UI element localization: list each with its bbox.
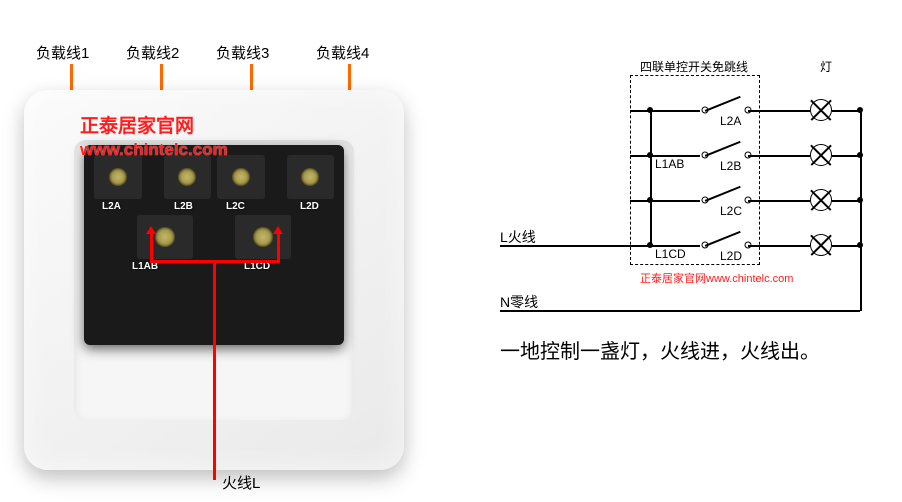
terminal-l2a <box>94 155 142 199</box>
sw-row-0-lbl: L2A <box>720 114 741 128</box>
terminal-l2b <box>164 155 212 199</box>
label-fire-L: 火线L <box>222 472 260 493</box>
sw-row-2-toLamp <box>748 200 810 202</box>
red-wire-head2 <box>273 226 283 234</box>
n-line-label: N零线 <box>500 292 538 312</box>
sw-row-1-toLamp <box>748 155 810 157</box>
sw-row-2-toPivot <box>650 200 700 202</box>
lamp-0-toN <box>832 110 860 112</box>
term-lbl-l2d: L2D <box>300 201 319 212</box>
sw-row-2-lbl: L2C <box>720 204 742 218</box>
terminal-l2c <box>217 155 265 199</box>
terminal-l2d <box>287 155 335 199</box>
sw-row-3-lbl: L2D <box>720 249 742 263</box>
lamp-3-toN <box>832 245 860 247</box>
term-lbl-l2c: L2C <box>226 201 245 212</box>
schematic: 四联单控开关免跳线 灯 L火线 N零线 L2A L2B L2C L2D L1AB L1… <box>500 55 890 335</box>
terminal-row-top <box>94 155 334 199</box>
label-load1: 负载线1 <box>36 42 89 63</box>
term-lbl-l2a: L2A <box>102 201 121 212</box>
terminal-row-bottom <box>94 215 334 259</box>
lamp-3 <box>810 234 832 256</box>
lamp-2-toN <box>832 200 860 202</box>
term-lbl-l2b: L2B <box>174 201 193 212</box>
schematic-box-title: 四联单控开关免跳线 <box>640 58 748 75</box>
label-load3: 负载线3 <box>216 42 269 63</box>
lamp-1-toN <box>832 155 860 157</box>
red-wire-v2 <box>277 232 280 262</box>
schematic-lamp-label: 灯 <box>820 58 832 75</box>
lbl-l1cd: L1CD <box>655 247 686 261</box>
lamp-1 <box>810 144 832 166</box>
red-wire-head1 <box>146 226 156 234</box>
lbl-l1ab: L1AB <box>655 157 684 171</box>
schematic-watermark: 正泰居家官网www.chintelc.com <box>640 270 793 286</box>
label-load4: 负载线4 <box>316 42 369 63</box>
label-load2: 负载线2 <box>126 42 179 63</box>
caption: 一地控制一盏灯，火线进，火线出。 <box>500 335 820 364</box>
red-wire-v1 <box>150 232 153 262</box>
sw-row-0-toPivot <box>650 110 700 112</box>
terminal-l1cd <box>235 215 291 259</box>
lamp-2 <box>810 189 832 211</box>
sw-row-0-toLamp <box>748 110 810 112</box>
bus-vline <box>650 110 652 246</box>
red-wire-down <box>213 260 216 480</box>
n-line <box>500 310 860 312</box>
terminal-l1ab <box>137 215 193 259</box>
n-riser <box>860 110 862 311</box>
lamp-0 <box>810 99 832 121</box>
l-line-label: L火线 <box>500 227 536 247</box>
sw-row-3-toLamp <box>748 245 810 247</box>
sw-row-1-lbl: L2B <box>720 159 741 173</box>
